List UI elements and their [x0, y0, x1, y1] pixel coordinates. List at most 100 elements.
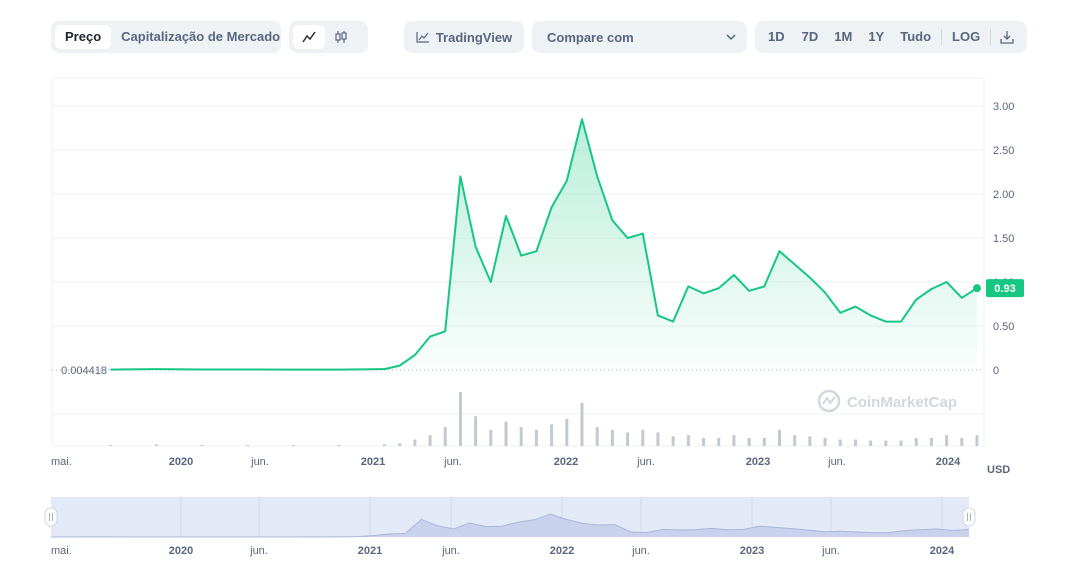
price-point — [717, 287, 720, 289]
volume-bar — [155, 444, 159, 446]
x-tick-label: mai. — [51, 456, 72, 468]
candlestick-icon[interactable] — [325, 25, 357, 49]
price-point — [885, 320, 887, 323]
x-tick-label: jun. — [636, 456, 655, 468]
chart-type-toggle — [289, 21, 368, 53]
x-tick-label: 2020 — [169, 456, 193, 468]
navigator-tick-label: 2024 — [930, 545, 955, 557]
price-point — [641, 232, 644, 235]
price-point — [398, 364, 401, 367]
volume-bar — [610, 429, 614, 446]
line-chart-icon[interactable] — [293, 25, 325, 49]
price-point — [110, 368, 112, 371]
volume-bar — [565, 419, 569, 446]
price-point — [581, 118, 583, 120]
x-tick-label: jun. — [250, 456, 269, 468]
range-all[interactable]: Tudo — [900, 29, 932, 44]
price-point — [459, 175, 462, 178]
volume-bar — [732, 435, 736, 446]
y-tick-label: 1.50 — [993, 233, 1014, 245]
price-point — [657, 314, 659, 317]
volume-bar — [717, 437, 721, 446]
volume-bar — [671, 436, 675, 446]
price-point — [246, 368, 249, 371]
volume-bar — [595, 427, 599, 446]
range-1m[interactable]: 1M — [834, 29, 853, 44]
log-toggle[interactable]: LOG — [952, 29, 981, 44]
y-tick-label: 2.50 — [993, 145, 1014, 157]
price-point — [793, 263, 796, 266]
volume-bar — [428, 435, 432, 446]
volume-bar — [550, 424, 554, 446]
price-point — [915, 298, 918, 301]
navigator-handle-right[interactable] — [962, 507, 976, 527]
volume-bar — [337, 444, 341, 446]
volume-bar — [504, 421, 508, 446]
x-tick-label: jun. — [443, 456, 462, 468]
price-point — [687, 285, 690, 288]
y-tick-label: 0 — [993, 365, 999, 377]
currency-label: USD — [987, 464, 1010, 476]
volume-bar — [246, 444, 250, 446]
tradingview-button[interactable]: TradingView — [404, 21, 524, 53]
volume-bar — [945, 435, 949, 446]
compare-select[interactable]: Compare com — [532, 21, 747, 53]
price-line — [110, 118, 978, 371]
download-icon[interactable] — [993, 25, 1021, 49]
x-tick-label: 2023 — [746, 456, 770, 468]
price-point — [733, 274, 735, 276]
volume-bar — [702, 437, 706, 446]
price-point — [869, 314, 872, 317]
x-tick-label: jun. — [827, 456, 846, 468]
range-1y[interactable]: 1Y — [868, 29, 885, 44]
volume-bar — [291, 444, 295, 446]
volume-bar — [853, 439, 857, 446]
price-point — [945, 281, 948, 283]
volume-bar — [626, 432, 630, 446]
price-point — [155, 368, 158, 370]
y-tick-label: 0.50 — [993, 321, 1014, 333]
price-point — [930, 288, 933, 290]
volume-bar — [975, 435, 979, 446]
volume-bar — [580, 402, 584, 446]
tab-price[interactable]: Preço — [55, 25, 112, 49]
volume-bar — [914, 437, 918, 446]
volume-bar — [474, 416, 478, 446]
watermark: CoinMarketCap — [817, 389, 957, 413]
tradingview-label: TradingView — [435, 29, 513, 45]
range-7d[interactable]: 7D — [801, 29, 819, 44]
navigator-tick-label: 2023 — [740, 545, 764, 557]
watermark-text: CoinMarketCap — [847, 394, 957, 411]
current-price-label: 0.93 — [994, 283, 1015, 295]
volume-bar — [458, 392, 462, 446]
handle-body — [44, 507, 58, 527]
volume-bar — [823, 437, 827, 446]
current-price-dot — [973, 284, 981, 293]
current-price-badge — [986, 279, 1024, 298]
volume-bar — [641, 429, 645, 446]
price-point — [383, 368, 386, 370]
navigator-tick-label: jun. — [441, 545, 460, 557]
compare-label: Compare com — [547, 29, 634, 45]
tab-market-cap[interactable]: Capitalização de Mercado — [121, 29, 281, 44]
price-point — [474, 246, 477, 248]
volume-bar — [398, 443, 402, 446]
range-1d[interactable]: 1D — [768, 29, 785, 44]
navigator-handle-left[interactable] — [44, 507, 58, 527]
divider — [941, 29, 943, 45]
handle-body — [962, 507, 976, 527]
price-point — [778, 250, 781, 252]
price-point — [444, 330, 447, 333]
y-tick-label: 2.00 — [993, 189, 1014, 201]
price-point — [748, 290, 750, 292]
price-marketcap-toggle: Preço Capitalização de Mercado — [51, 21, 281, 53]
volume-bar — [869, 440, 873, 446]
price-point — [672, 320, 674, 323]
price-point — [414, 354, 416, 356]
price-point — [702, 292, 705, 295]
volume-bar — [747, 437, 751, 446]
price-point — [839, 312, 842, 314]
volume-bar — [884, 440, 888, 446]
volume-bar — [686, 435, 690, 446]
